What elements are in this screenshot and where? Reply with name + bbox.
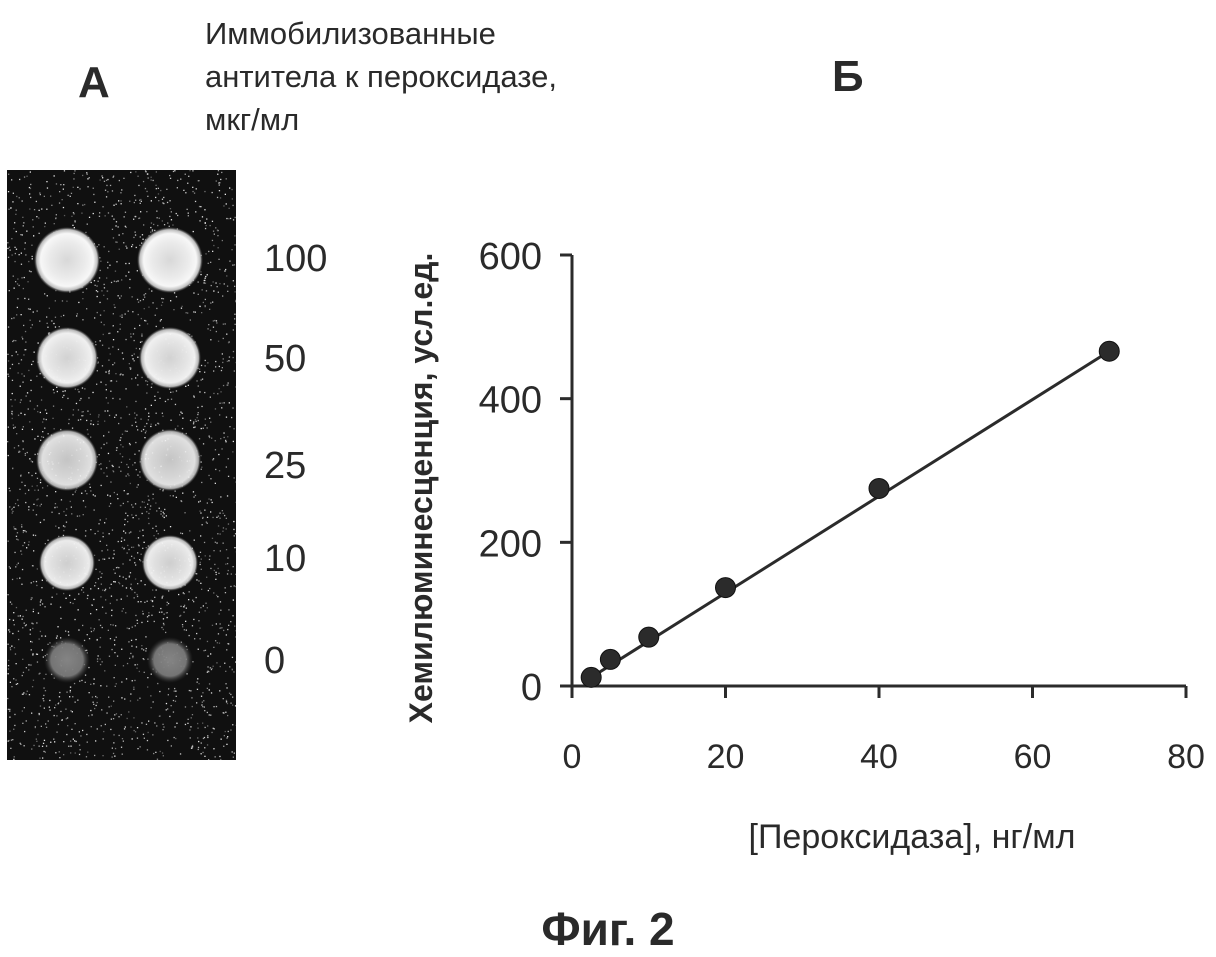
chemiluminescence-chart: 0 20 40 60 80 0 200 400 600 [Пероксидаза], нг/мл… bbox=[0, 0, 1216, 900]
data-point bbox=[716, 578, 736, 598]
y-tick-label: 600 bbox=[479, 236, 542, 278]
x-tick-label: 40 bbox=[860, 738, 898, 776]
x-tick-label: 80 bbox=[1167, 738, 1205, 776]
data-point bbox=[581, 667, 601, 687]
y-tick-label: 400 bbox=[479, 380, 542, 422]
x-tick-label: 60 bbox=[1014, 738, 1052, 776]
data-point bbox=[600, 649, 620, 669]
x-axis-title: [Пероксидаза], нг/мл bbox=[749, 818, 1076, 856]
fit-line bbox=[591, 351, 1109, 677]
figure-caption: Фиг. 2 bbox=[0, 902, 1216, 956]
y-axis-title: Хемилюминесценция, усл.ед. bbox=[403, 253, 439, 724]
x-tick-label: 20 bbox=[707, 738, 745, 776]
data-point bbox=[639, 627, 659, 647]
y-tick-label: 0 bbox=[521, 667, 542, 709]
data-point bbox=[1099, 341, 1119, 361]
data-point bbox=[869, 478, 889, 498]
x-tick-label: 0 bbox=[563, 738, 582, 776]
y-tick-label: 200 bbox=[479, 523, 542, 565]
